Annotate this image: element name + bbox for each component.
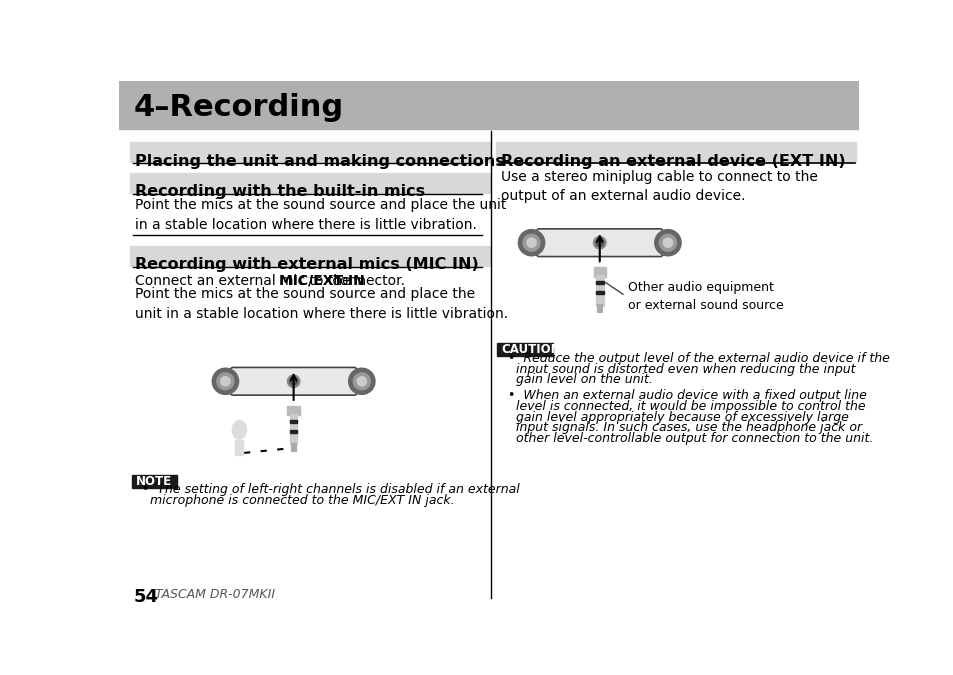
Text: input sound is distorted even when reducing the input: input sound is distorted even when reduc… xyxy=(516,363,855,376)
Text: 4–Recording: 4–Recording xyxy=(133,92,343,122)
Circle shape xyxy=(220,377,230,386)
Bar xyxy=(596,291,603,294)
Text: Recording an external device (EXT IN): Recording an external device (EXT IN) xyxy=(500,154,844,169)
Text: other level-controllable output for connection to the unit.: other level-controllable output for conn… xyxy=(516,432,873,445)
Bar xyxy=(235,440,243,455)
Bar xyxy=(290,414,297,444)
Text: TASCAM DR-07MKII: TASCAM DR-07MKII xyxy=(154,588,274,601)
Text: microphone is connected to the MIC/EXT IN jack.: microphone is connected to the MIC/EXT I… xyxy=(150,495,455,508)
Text: Connect an external mic to the: Connect an external mic to the xyxy=(134,273,355,288)
Text: Point the mics at the sound source and place the unit
in a stable location where: Point the mics at the sound source and p… xyxy=(134,198,506,232)
Circle shape xyxy=(348,368,375,394)
Circle shape xyxy=(654,230,680,256)
Bar xyxy=(496,142,855,162)
Text: 54: 54 xyxy=(133,588,158,605)
Bar xyxy=(287,406,299,415)
Text: input signals. In such cases, use the headphone jack or: input signals. In such cases, use the he… xyxy=(516,421,862,434)
Bar xyxy=(596,275,603,306)
Circle shape xyxy=(216,373,233,389)
Text: gain level on the unit.: gain level on the unit. xyxy=(516,373,652,386)
Circle shape xyxy=(659,234,676,251)
Circle shape xyxy=(287,375,299,387)
Bar xyxy=(596,281,603,284)
Bar xyxy=(130,142,489,162)
Circle shape xyxy=(526,238,536,247)
Bar xyxy=(130,173,489,192)
Circle shape xyxy=(212,368,238,394)
Text: •  When an external audio device with a fixed output line: • When an external audio device with a f… xyxy=(508,389,866,402)
Text: Recording with external mics (MIC IN): Recording with external mics (MIC IN) xyxy=(134,256,478,271)
Circle shape xyxy=(353,373,370,389)
Text: gain level appropriately because of excessively large: gain level appropriately because of exce… xyxy=(516,410,848,423)
FancyBboxPatch shape xyxy=(536,229,662,256)
FancyBboxPatch shape xyxy=(230,367,356,395)
Bar xyxy=(132,475,176,487)
Text: level is connected, it would be impossible to control the: level is connected, it would be impossib… xyxy=(516,400,864,413)
Ellipse shape xyxy=(233,421,246,439)
Circle shape xyxy=(596,239,603,246)
Bar xyxy=(291,443,295,451)
Circle shape xyxy=(593,236,605,249)
Circle shape xyxy=(517,230,544,256)
Bar xyxy=(290,420,297,423)
Text: connector.: connector. xyxy=(328,273,405,288)
Text: NOTE: NOTE xyxy=(135,475,172,488)
Text: MIC/EXT IN: MIC/EXT IN xyxy=(278,273,364,288)
Bar xyxy=(497,343,553,356)
Bar xyxy=(130,246,489,266)
Text: Use a stereo miniplug cable to connect to the
output of an external audio device: Use a stereo miniplug cable to connect t… xyxy=(500,169,817,203)
Text: Point the mics at the sound source and place the
unit in a stable location where: Point the mics at the sound source and p… xyxy=(134,288,507,321)
Bar xyxy=(597,304,601,312)
Bar xyxy=(290,430,297,433)
Circle shape xyxy=(290,377,297,385)
Bar xyxy=(593,267,605,277)
Text: Recording with the built-in mics: Recording with the built-in mics xyxy=(134,184,424,199)
Circle shape xyxy=(662,238,672,247)
Text: Other audio equipment
or external sound source: Other audio equipment or external sound … xyxy=(627,281,782,313)
Bar xyxy=(119,81,858,129)
Circle shape xyxy=(356,377,366,386)
Text: Placing the unit and making connections: Placing the unit and making connections xyxy=(134,154,504,169)
Text: •  The setting of left-right channels is disabled if an external: • The setting of left-right channels is … xyxy=(142,483,519,496)
Bar xyxy=(622,277,773,311)
Circle shape xyxy=(522,234,539,251)
Text: CAUTION: CAUTION xyxy=(500,343,560,356)
Text: •  Reduce the output level of the external audio device if the: • Reduce the output level of the externa… xyxy=(508,352,889,365)
